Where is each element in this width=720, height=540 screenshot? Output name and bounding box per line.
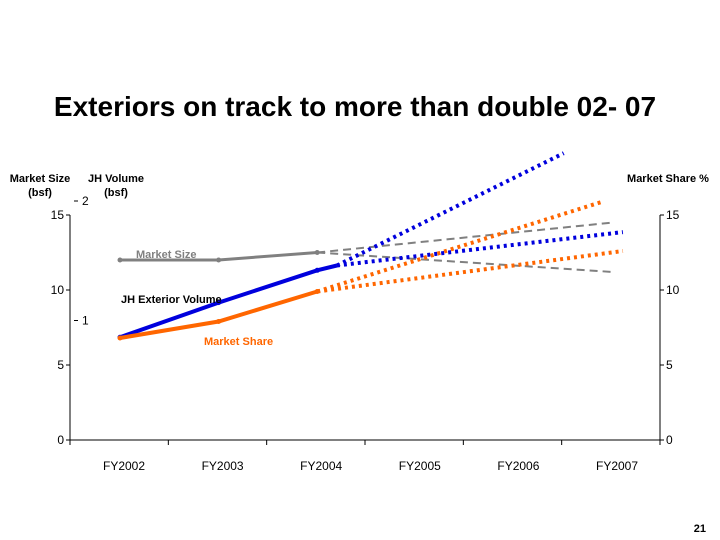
x-category-label: FY2005 [399, 459, 441, 473]
left-tick-label: 10 [51, 283, 65, 297]
series [117, 151, 624, 341]
left-tick-label: 5 [57, 358, 64, 372]
left-tick-label: 15 [51, 208, 65, 222]
market-share-label: Market Share [204, 336, 273, 348]
jh-exterior-volume-forecast-low-line [336, 230, 624, 268]
market-share-point [314, 289, 320, 294]
x-category-label: FY2007 [596, 459, 638, 473]
inner-tick-label: 1 [82, 314, 89, 328]
jh-exterior-volume-point [216, 300, 222, 306]
left-axis-title-line2: (bsf) [28, 187, 52, 199]
right-tick-label: 15 [666, 208, 680, 222]
right-tick-label: 10 [666, 283, 680, 297]
x-category-label: FY2003 [202, 459, 244, 473]
market-size-point [314, 250, 320, 255]
market-share-point [117, 335, 123, 341]
inner-axis-title-line1: JH Volume [88, 173, 144, 185]
inner-axis-title-line2: (bsf) [104, 187, 128, 199]
right-tick-label: 0 [666, 433, 673, 447]
market-size-point [117, 257, 123, 263]
left-tick-label: 0 [57, 433, 64, 447]
jh-exterior-volume-actual-line [119, 263, 338, 340]
axes: 0 5 10 15 1 2 0 5 10 15 FY2002 FY2003 FY2004 FY2005 FY… [51, 194, 680, 473]
series-labels: Market Size JH Exterior Volume Market Shar… [121, 249, 273, 348]
market-share-point [216, 319, 222, 324]
right-axis-title: Market Share % [627, 173, 709, 185]
jh-exterior-volume-point [314, 267, 320, 273]
left-axis-title-line1: Market Size [10, 173, 71, 185]
page-number: 21 [694, 523, 706, 535]
x-category-label: FY2002 [103, 459, 145, 473]
market-share-forecast-low-line [316, 249, 624, 294]
market-size-label: Market Size [136, 249, 197, 261]
x-category-label: FY2006 [497, 459, 539, 473]
inner-tick-label: 2 [82, 194, 89, 208]
page-title: Exteriors on track to more than double 0… [54, 91, 656, 122]
jh-exterior-volume-label: JH Exterior Volume [121, 294, 222, 306]
market-share-forecast-high-line [316, 199, 604, 294]
jh-exterior-volume-forecast-high-line [336, 151, 565, 268]
right-tick-label: 5 [666, 358, 673, 372]
market-size-forecast-high-line [317, 221, 614, 254]
market-size-point [216, 257, 222, 263]
x-category-label: FY2004 [300, 459, 342, 473]
market-size-forecast-low-line [317, 251, 614, 273]
